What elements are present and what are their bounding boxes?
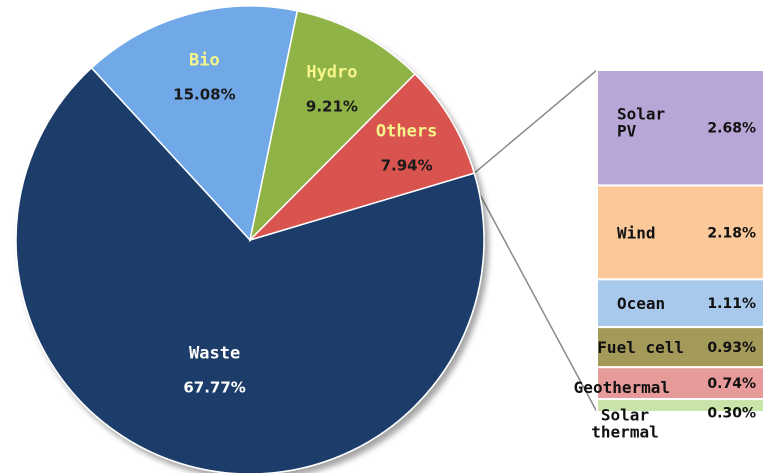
bar-segment-solar-pv (596, 69, 763, 187)
pie-value-bio: 15.08% (173, 85, 235, 103)
pie-slice-hydro (248, 9, 416, 243)
bar-value-wind: 2.18% (707, 225, 756, 241)
bar-label-line: Geothermal (574, 378, 670, 397)
pie-label-waste: Waste (189, 344, 240, 364)
pie-slice-bio (90, 5, 299, 242)
bar-label-solar-pv: Solar PV (617, 105, 665, 141)
bar-label-wind: Wind (617, 223, 656, 242)
bar-value-fuel-cell: 0.93% (707, 340, 756, 356)
bar-value-solar-pv: 2.68% (707, 121, 756, 137)
pie-label-hydro: Hydro (306, 62, 357, 82)
bar-label-line: Fuel cell (597, 338, 684, 357)
bar-value-geothermal: 0.74% (707, 376, 756, 392)
others-breakdown-bar: Solar PV 2.68%Wind 2.18%Ocean 1.11%Fuel cell… (574, 69, 763, 442)
pie-value-waste: 67.77% (183, 379, 245, 397)
pie-slice-others (249, 72, 476, 241)
bar-segment-geothermal (596, 366, 763, 401)
bar-segment-ocean (596, 278, 763, 329)
bar-label-line: Wind (617, 223, 656, 242)
bar-label-line: Solar (617, 105, 665, 124)
bar-value-solar-thermal: 0.30% (707, 406, 756, 422)
bar-label-line: Solar (601, 406, 649, 425)
pie-value-others: 7.94% (381, 156, 433, 174)
bar-label-line: PV (617, 122, 637, 141)
bar-segment-solar-thermal (596, 398, 763, 414)
pie-labels: Waste 67.77% Bio 15.08% Hydro 9.21% Others 7.94… (173, 50, 437, 396)
bar-value-ocean: 1.11% (707, 296, 756, 312)
bar-segment-fuel-cell (596, 326, 763, 369)
bar-label-ocean: Ocean (617, 294, 665, 313)
bar-label-solar-thermal: Solar thermal (591, 406, 658, 442)
bar-label-line: Ocean (617, 294, 665, 313)
bar-label-geothermal: Geothermal (574, 378, 670, 397)
pie-chart (15, 5, 485, 473)
pie-slice-waste (15, 66, 485, 473)
pie-label-others: Others (376, 121, 437, 141)
connector-top (473, 69, 598, 174)
pie-value-hydro: 9.21% (306, 97, 358, 115)
bar-segment-wind (596, 184, 763, 281)
bar-label-line: thermal (591, 423, 658, 442)
bar-label-fuel-cell: Fuel cell (597, 338, 684, 357)
pie-label-bio: Bio (189, 50, 220, 70)
